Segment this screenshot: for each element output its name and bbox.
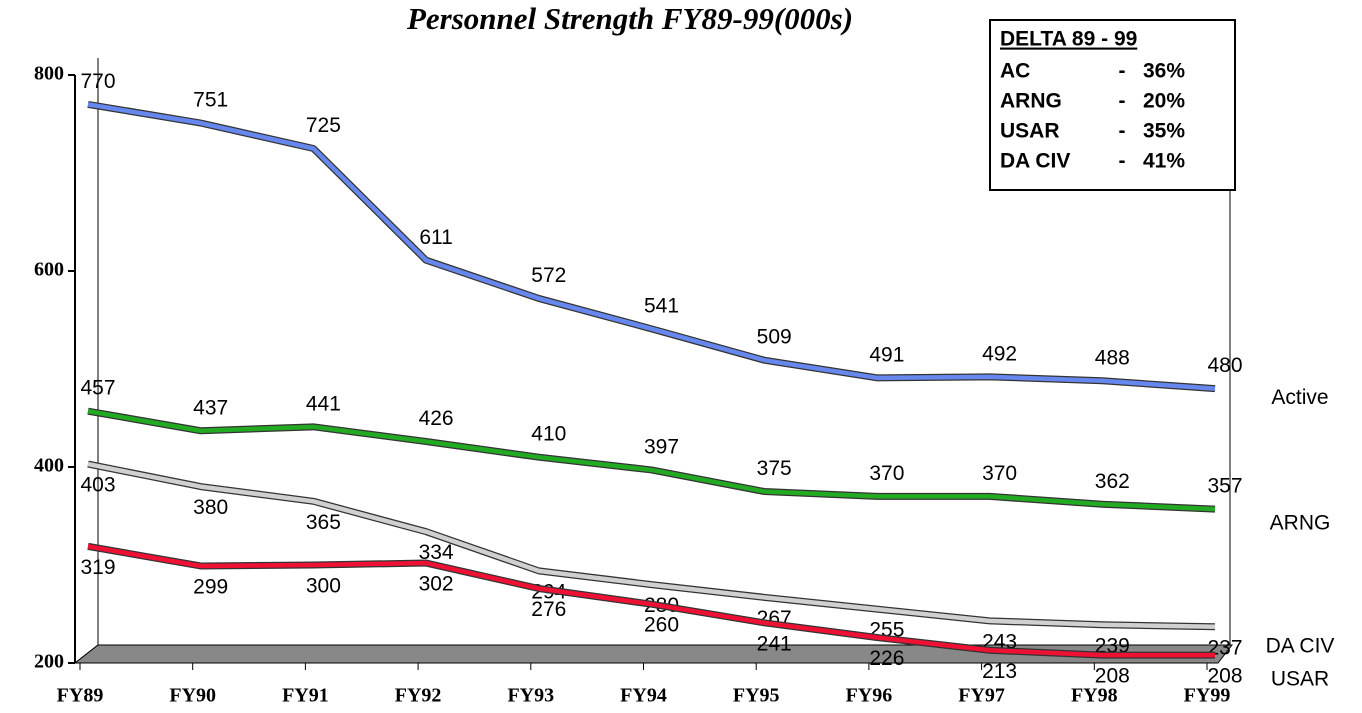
data-label: 426 xyxy=(419,407,454,430)
series-line xyxy=(87,461,1216,629)
data-label: 488 xyxy=(1095,346,1130,369)
y-tick-label: 800 xyxy=(34,63,64,85)
floor xyxy=(73,644,1234,664)
annotation-label: AC xyxy=(1000,60,1030,83)
x-tick-label: FY93 xyxy=(507,685,554,707)
x-tick-label: FY97 xyxy=(958,685,1005,707)
data-label: 299 xyxy=(193,576,228,599)
data-label: 397 xyxy=(644,435,679,458)
y-tick-label: 600 xyxy=(34,259,64,281)
data-label: 226 xyxy=(869,647,904,670)
data-label: 357 xyxy=(1207,475,1242,498)
data-label: 572 xyxy=(531,264,566,287)
x-tick-label: FY91 xyxy=(282,685,329,707)
data-label: 541 xyxy=(644,294,679,317)
data-label: 410 xyxy=(531,423,566,446)
data-label: 770 xyxy=(80,70,115,93)
data-label: 276 xyxy=(531,598,566,621)
annotation-box xyxy=(989,19,1236,191)
annotation-label: ARNG xyxy=(1000,90,1062,113)
data-label: 362 xyxy=(1095,470,1130,493)
x-tick-label: FY94 xyxy=(620,685,667,707)
data-label: 725 xyxy=(306,114,341,137)
series-line xyxy=(87,102,1216,391)
series-label: Active xyxy=(1271,386,1328,409)
chart-title: Personnel Strength FY89-99(000s) xyxy=(406,1,853,36)
annotation-value: - 20% xyxy=(1118,90,1185,113)
x-tick-label: FY95 xyxy=(733,685,780,707)
data-label: 380 xyxy=(193,496,228,519)
data-label: 365 xyxy=(306,511,341,534)
data-label: 509 xyxy=(757,326,792,349)
series-label: USAR xyxy=(1271,668,1329,691)
annotation-label: USAR xyxy=(1000,120,1060,143)
annotation-value: - 41% xyxy=(1118,150,1185,173)
data-label: 492 xyxy=(982,342,1017,365)
x-tick-label: FY98 xyxy=(1071,685,1118,707)
data-label: 437 xyxy=(193,396,228,419)
data-label: 375 xyxy=(757,457,792,480)
series-line xyxy=(87,408,1216,512)
data-label: 403 xyxy=(80,474,115,497)
data-label: 239 xyxy=(1095,634,1130,657)
data-label: 208 xyxy=(1207,665,1242,688)
data-label: 302 xyxy=(419,573,454,596)
annotation-label: DA CIV xyxy=(1000,150,1070,173)
annotation-value: - 35% xyxy=(1118,120,1185,143)
x-tick-label: FY96 xyxy=(846,685,893,707)
data-label: 370 xyxy=(982,462,1017,485)
data-label: 241 xyxy=(757,632,792,655)
data-label: 319 xyxy=(80,556,115,579)
series-label: DA CIV xyxy=(1266,634,1335,657)
data-label: 334 xyxy=(419,541,454,564)
annotation-title: DELTA 89 - 99 xyxy=(1000,28,1137,51)
series-line-shadow xyxy=(87,542,1215,659)
data-label: 213 xyxy=(982,660,1017,683)
data-label: 260 xyxy=(644,614,679,637)
annotation-value: - 36% xyxy=(1118,60,1185,83)
x-tick-label: FY99 xyxy=(1184,685,1231,707)
data-label: 208 xyxy=(1095,665,1130,688)
data-label: 457 xyxy=(80,377,115,400)
data-label: 300 xyxy=(306,575,341,598)
y-tick-label: 400 xyxy=(34,455,64,477)
y-tick-label: 200 xyxy=(34,651,64,673)
data-label: 237 xyxy=(1207,636,1242,659)
data-label: 611 xyxy=(419,226,452,249)
data-label: 491 xyxy=(869,343,904,366)
x-tick-label: FY90 xyxy=(169,685,216,707)
x-tick-label: FY92 xyxy=(395,685,442,707)
data-label: 751 xyxy=(193,89,228,112)
data-label: 480 xyxy=(1207,354,1242,377)
x-tick-label: FY89 xyxy=(57,685,104,707)
series-line xyxy=(87,544,1215,658)
series-label: ARNG xyxy=(1270,512,1331,535)
data-label: 370 xyxy=(869,462,904,485)
data-label: 441 xyxy=(306,392,341,415)
